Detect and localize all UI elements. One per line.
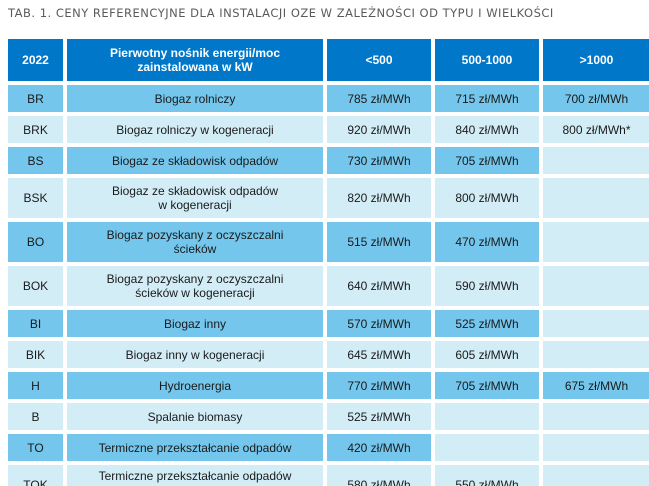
row-code: TO xyxy=(8,434,63,461)
row-name-line: w kogeneracji xyxy=(158,198,232,212)
price-gt1000: 675 zł/MWh xyxy=(543,372,649,399)
price-gt1000: 700 zł/MWh xyxy=(543,85,649,112)
price-500-1000: 470 zł/MWh xyxy=(435,222,539,262)
row-name: Biogaz pozyskany z oczyszczalni ścieków … xyxy=(67,266,323,306)
row-code: BS xyxy=(8,147,63,174)
row-name: Hydroenergia xyxy=(67,372,323,399)
row-name: Biogaz rolniczy xyxy=(67,85,323,112)
price-gt1000 xyxy=(543,341,649,368)
price-500-1000 xyxy=(435,403,539,430)
row-code: BO xyxy=(8,222,63,262)
price-500-1000: 525 zł/MWh xyxy=(435,310,539,337)
reference-price-table: 2022 Pierwotny nośnik energii/moc zainst… xyxy=(8,39,649,486)
row-code: BSK xyxy=(8,178,63,218)
price-gt1000 xyxy=(543,266,649,306)
price-500-1000 xyxy=(435,434,539,461)
price-gt1000 xyxy=(543,178,649,218)
price-gt1000 xyxy=(543,222,649,262)
price-500-1000: 715 zł/MWh xyxy=(435,85,539,112)
row-name: Biogaz inny w kogeneracji xyxy=(67,341,323,368)
price-lt500: 920 zł/MWh xyxy=(327,116,431,143)
row-code: TOK xyxy=(8,465,63,486)
header-500-1000: 500-1000 xyxy=(435,39,539,81)
row-name: Biogaz ze składowisk odpadów xyxy=(67,147,323,174)
row-code: BR xyxy=(8,85,63,112)
price-lt500: 770 zł/MWh xyxy=(327,372,431,399)
price-lt500: 645 zł/MWh xyxy=(327,341,431,368)
row-name: Termiczne przekształcanie odpadów xyxy=(67,465,323,486)
price-500-1000: 800 zł/MWh xyxy=(435,178,539,218)
row-code: BI xyxy=(8,310,63,337)
row-name-line: Termiczne przekształcanie odpadów xyxy=(98,469,292,483)
price-lt500: 785 zł/MWh xyxy=(327,85,431,112)
header-fuel: Pierwotny nośnik energii/moc zainstalowa… xyxy=(67,39,323,81)
price-gt1000 xyxy=(543,434,649,461)
row-name-line: ścieków w kogeneracji xyxy=(135,286,255,300)
table-caption: TAB. 1. CENY REFERENCYJNE DLA INSTALACJI… xyxy=(8,6,554,20)
row-name: Biogaz rolniczy w kogeneracji xyxy=(67,116,323,143)
row-name-line: Biogaz pozyskany z oczyszczalni xyxy=(106,228,284,242)
row-name: Spalanie biomasy xyxy=(67,403,323,430)
row-name-line: Biogaz pozyskany z oczyszczalni xyxy=(106,272,284,286)
row-code: BOK xyxy=(8,266,63,306)
price-500-1000: 590 zł/MWh xyxy=(435,266,539,306)
row-code: H xyxy=(8,372,63,399)
row-code: BRK xyxy=(8,116,63,143)
header-gt1000: >1000 xyxy=(543,39,649,81)
price-500-1000: 840 zł/MWh xyxy=(435,116,539,143)
price-500-1000: 550 zł/MWh xyxy=(435,465,539,486)
price-500-1000: 605 zł/MWh xyxy=(435,341,539,368)
price-gt1000: 800 zł/MWh* xyxy=(543,116,649,143)
header-lt500: <500 xyxy=(327,39,431,81)
price-lt500: 570 zł/MWh xyxy=(327,310,431,337)
header-year: 2022 xyxy=(8,39,63,81)
row-name: Termiczne przekształcanie odpadów xyxy=(67,434,323,461)
price-lt500: 640 zł/MWh xyxy=(327,266,431,306)
price-gt1000 xyxy=(543,465,649,486)
row-name: Biogaz pozyskany z oczyszczalni ścieków xyxy=(67,222,323,262)
row-name: Biogaz ze składowisk odpadów w kogenerac… xyxy=(67,178,323,218)
price-lt500: 515 zł/MWh xyxy=(327,222,431,262)
price-lt500: 730 zł/MWh xyxy=(327,147,431,174)
row-name: Biogaz inny xyxy=(67,310,323,337)
row-name-line: Biogaz ze składowisk odpadów xyxy=(111,184,279,198)
row-code: BIK xyxy=(8,341,63,368)
price-500-1000: 705 zł/MWh xyxy=(435,372,539,399)
price-lt500: 820 zł/MWh xyxy=(327,178,431,218)
price-gt1000 xyxy=(543,403,649,430)
price-lt500: 420 zł/MWh xyxy=(327,434,431,461)
price-lt500: 580 zł/MWh xyxy=(327,465,431,486)
row-code: B xyxy=(8,403,63,430)
price-gt1000 xyxy=(543,147,649,174)
row-name-line: ścieków xyxy=(173,242,217,256)
price-500-1000: 705 zł/MWh xyxy=(435,147,539,174)
price-gt1000 xyxy=(543,310,649,337)
price-lt500: 525 zł/MWh xyxy=(327,403,431,430)
